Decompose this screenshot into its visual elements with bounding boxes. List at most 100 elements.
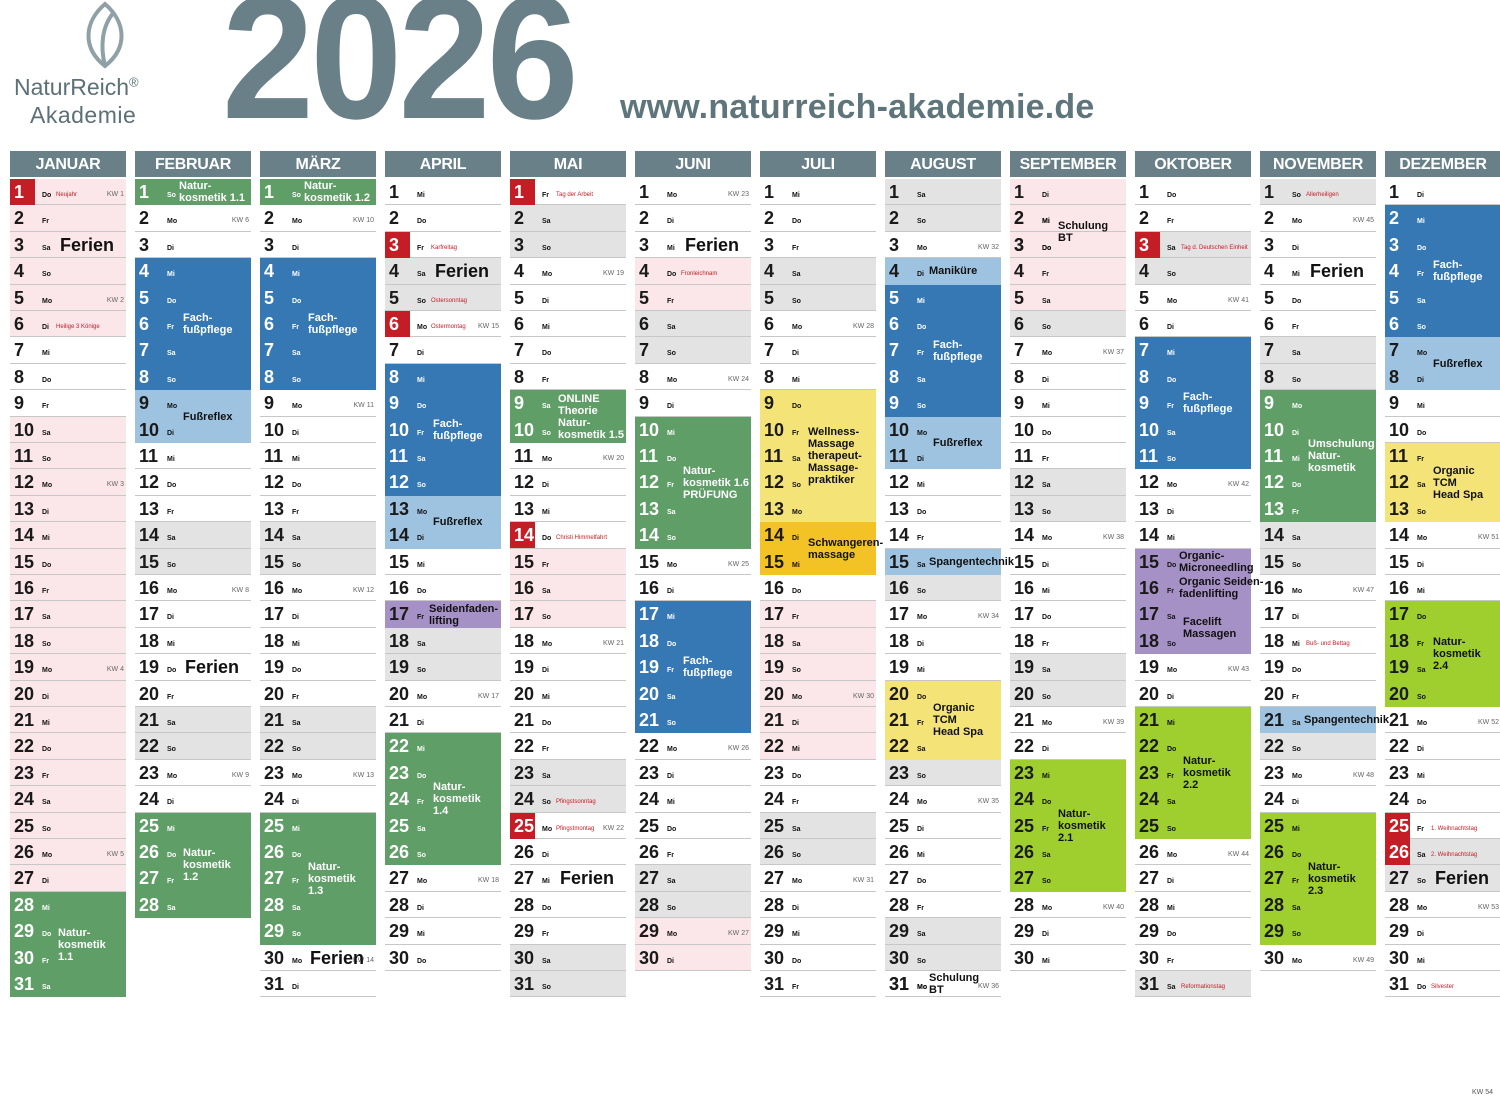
- day-cell[interactable]: 3 Fr: [760, 232, 876, 259]
- day-cell[interactable]: 21 Mo KW 52: [1385, 707, 1500, 734]
- day-cell[interactable]: 17 Di: [135, 601, 251, 628]
- day-cell[interactable]: 25 So: [10, 812, 126, 839]
- course-event-block[interactable]: 17 Mi 18 Do 19 Fr 20 Sa 21 So Fach- fußpflege: [635, 601, 751, 734]
- day-cell[interactable]: 12 Mo KW 3: [10, 469, 126, 496]
- day-cell[interactable]: 3 Mi: [635, 232, 751, 259]
- day-cell[interactable]: 15 Mo KW 25: [635, 549, 751, 575]
- day-cell[interactable]: 19 Mo KW 4: [10, 654, 126, 681]
- day-cell[interactable]: 7 Di: [760, 337, 876, 364]
- course-event-block[interactable]: 17 Fr Seidenfaden- lifting: [385, 601, 501, 628]
- day-cell[interactable]: 18 Fr: [1010, 628, 1126, 655]
- day-cell[interactable]: 2 Sa: [510, 205, 626, 232]
- day-cell[interactable]: 18 Mi: [135, 628, 251, 655]
- day-cell[interactable]: 31 So: [510, 971, 626, 998]
- day-cell[interactable]: 16 So: [885, 575, 1001, 602]
- day-cell[interactable]: 16 Di: [635, 575, 751, 602]
- day-cell[interactable]: 6 Fr: [1260, 311, 1376, 338]
- day-cell[interactable]: 30 Di: [635, 944, 751, 971]
- day-cell[interactable]: 3 Fr Karfreitag: [385, 231, 501, 259]
- day-cell[interactable]: 24 Mi: [635, 786, 751, 813]
- day-cell[interactable]: 1 Mi: [385, 179, 501, 206]
- day-cell[interactable]: 9 Mi: [1385, 390, 1500, 417]
- day-cell[interactable]: 2 Mo KW 45: [1260, 205, 1376, 232]
- day-cell[interactable]: 24 Mo KW 35: [885, 786, 1001, 813]
- day-cell[interactable]: 15 Fr: [510, 548, 626, 575]
- day-cell[interactable]: 25 Di: [885, 813, 1001, 839]
- day-cell[interactable]: 13 Di: [10, 495, 126, 523]
- day-cell[interactable]: 2 Do: [760, 205, 876, 232]
- day-cell[interactable]: 25 Sa: [760, 812, 876, 839]
- day-cell[interactable]: 30 Sa: [510, 944, 626, 971]
- course-event-block[interactable]: 4 Mi 5 Do 6 Fr 7 Sa 8 So Fach- fußpflege: [260, 258, 376, 391]
- day-cell[interactable]: 8 Di: [1010, 364, 1126, 391]
- day-cell[interactable]: 15 So: [260, 548, 376, 575]
- day-cell[interactable]: 4 Mi: [1260, 258, 1376, 285]
- day-cell[interactable]: 5 Mo KW 2: [10, 284, 126, 311]
- day-cell[interactable]: 16 Mo KW 47: [1260, 575, 1376, 602]
- day-cell[interactable]: 21 Mo KW 39: [1010, 707, 1126, 734]
- day-cell[interactable]: 23 Sa: [510, 759, 626, 787]
- day-cell[interactable]: 17 Do: [1010, 601, 1126, 628]
- day-cell[interactable]: 3 So: [510, 231, 626, 259]
- day-cell[interactable]: 1 Mo KW 23: [635, 179, 751, 206]
- day-cell[interactable]: 18 Mi Buß- und Bettag: [1260, 628, 1376, 655]
- day-cell[interactable]: 20 Mo KW 17: [385, 681, 501, 707]
- day-cell[interactable]: 22 So: [1260, 733, 1376, 760]
- day-cell[interactable]: 17 Di: [1260, 601, 1376, 628]
- day-cell[interactable]: 17 So: [510, 601, 626, 628]
- course-event-block[interactable]: 1 So Natur- kosmetik 1.2: [260, 179, 376, 206]
- day-cell[interactable]: 18 Sa: [760, 627, 876, 655]
- day-cell[interactable]: 7 Sa: [1260, 337, 1376, 364]
- day-cell[interactable]: 31 Do Silvester: [1385, 971, 1500, 998]
- day-cell[interactable]: 16 Mo KW 8: [135, 575, 251, 602]
- day-cell[interactable]: 16 Fr: [10, 575, 126, 602]
- day-cell[interactable]: 16 Sa: [510, 575, 626, 602]
- day-cell[interactable]: 19 So: [760, 654, 876, 681]
- day-cell[interactable]: 2 Mi: [1010, 205, 1126, 232]
- course-event-block[interactable]: 14 Di 15 Mi Schwangeren- massage: [760, 522, 883, 575]
- day-cell[interactable]: 22 Di: [1385, 733, 1500, 760]
- day-cell[interactable]: 15 Do: [10, 548, 126, 575]
- day-cell[interactable]: 11 Mi: [135, 443, 251, 470]
- day-cell[interactable]: 27 Mo KW 31: [760, 865, 876, 892]
- day-cell[interactable]: 5 So Ostersonntag: [385, 284, 501, 311]
- day-cell[interactable]: 29 Mi: [760, 918, 876, 945]
- day-cell[interactable]: 9 Mo KW 11: [260, 390, 376, 417]
- course-event-block[interactable]: 9 Mo 10 Di 11 Mi 12 Do 13 Fr Umschulung Natur- kos…: [1260, 390, 1376, 523]
- course-event-block[interactable]: 7 Mo 8 Di Fußreflex: [1385, 337, 1500, 391]
- day-cell[interactable]: 8 So: [1260, 363, 1376, 391]
- day-cell[interactable]: 12 Di: [510, 469, 626, 496]
- day-cell[interactable]: 12 Do: [135, 469, 251, 496]
- day-cell[interactable]: 19 So: [385, 654, 501, 681]
- day-cell[interactable]: 9 Fr: [10, 390, 126, 417]
- day-cell[interactable]: 26 Di: [510, 839, 626, 866]
- day-cell[interactable]: 11 So: [10, 443, 126, 470]
- day-cell[interactable]: 3 Sa Tag d. Deutschen Einheit: [1135, 231, 1251, 259]
- day-cell[interactable]: 6 Mo KW 28: [760, 311, 876, 338]
- course-event-block[interactable]: 25 Mi 26 Do 27 Fr 28 Sa Natur- kosmetik 1.2: [135, 812, 251, 919]
- day-cell[interactable]: 31 Di: [260, 971, 376, 998]
- day-cell[interactable]: 16 Mo KW 12: [260, 575, 376, 602]
- day-cell[interactable]: 3 Sa: [10, 231, 126, 259]
- day-cell[interactable]: 25 Do: [635, 813, 751, 839]
- day-cell[interactable]: 16 Mi: [1010, 575, 1126, 602]
- day-cell[interactable]: 22 So: [260, 733, 376, 760]
- day-cell[interactable]: 29 Do: [1135, 918, 1251, 945]
- day-cell[interactable]: 30 So: [885, 944, 1001, 971]
- day-cell[interactable]: 21 Mi: [10, 707, 126, 734]
- day-cell[interactable]: 11 Fr: [1010, 443, 1126, 470]
- day-cell[interactable]: 23 So: [885, 759, 1001, 787]
- day-cell[interactable]: 31 Fr: [760, 971, 876, 998]
- day-cell[interactable]: 18 So: [10, 627, 126, 655]
- day-cell[interactable]: 19 Mi: [885, 654, 1001, 681]
- day-cell[interactable]: 23 Mo KW 9: [135, 760, 251, 787]
- day-cell[interactable]: 3 Do: [1010, 231, 1126, 259]
- day-cell[interactable]: 27 So: [1385, 865, 1500, 892]
- day-cell[interactable]: 28 Mo KW 53: [1385, 892, 1500, 919]
- day-cell[interactable]: 15 Di: [1385, 549, 1500, 575]
- day-cell[interactable]: 6 Mo KW 15 Ostermontag: [385, 311, 501, 338]
- day-cell[interactable]: 3 Di: [135, 232, 251, 259]
- day-cell[interactable]: 3 Di: [260, 232, 376, 259]
- day-cell[interactable]: 30 Mi: [1385, 945, 1500, 971]
- day-cell[interactable]: 28 Do: [510, 892, 626, 919]
